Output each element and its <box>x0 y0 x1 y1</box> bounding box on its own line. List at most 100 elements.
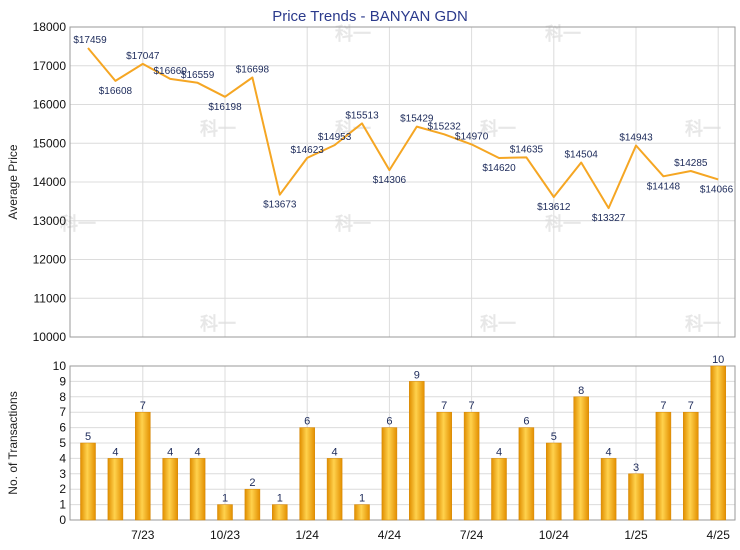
watermark-text: 科一 <box>685 313 721 334</box>
watermark-text: 科一 <box>335 23 371 44</box>
transaction-bar-labels: 5 4 7 4 4 1 2 1 6 4 1 6 9 7 7 4 6 5 8 4 3 7 7 10 <box>85 354 724 505</box>
price-y-tick-label: 12000 <box>33 253 67 267</box>
price-y-tick-label: 10000 <box>33 330 67 344</box>
transactions-y-tick-label: 8 <box>59 390 66 404</box>
price-data-label: $14285 <box>674 158 708 169</box>
price-data-label: $14066 <box>700 184 734 195</box>
transaction-bar-label: 7 <box>688 400 694 412</box>
watermark-text: 科一 <box>200 313 236 334</box>
price-y-tick-label: 17000 <box>33 59 67 73</box>
price-data-label: $16608 <box>99 86 133 97</box>
transaction-bar <box>244 488 261 521</box>
price-data-label: $13327 <box>592 213 626 224</box>
transaction-bar-label: 6 <box>523 416 529 428</box>
transactions-y-tick-label: 4 <box>59 451 66 465</box>
transaction-bar-label: 6 <box>386 416 392 428</box>
watermark-text: 科一 <box>545 213 581 234</box>
transaction-bar <box>217 504 233 521</box>
transactions-y-tick-label: 6 <box>59 421 66 435</box>
price-data-label: $13612 <box>537 202 571 213</box>
transaction-bar-label: 1 <box>359 493 365 505</box>
price-y-tick-label: 13000 <box>33 214 67 228</box>
price-data-label: $14943 <box>619 132 653 143</box>
price-data-label: $16198 <box>208 102 242 113</box>
price-data-label: $14953 <box>318 132 352 143</box>
transaction-bar-label: 7 <box>140 400 146 412</box>
transaction-bar-label: 4 <box>332 446 338 458</box>
transaction-bar <box>409 381 425 521</box>
transactions-y-tick-label: 1 <box>59 498 66 512</box>
transaction-bar-label: 5 <box>551 431 557 443</box>
price-data-label: $14306 <box>373 175 407 186</box>
transactions-y-axis-label: No. of Transactions <box>6 391 20 494</box>
price-data-label: $14635 <box>510 144 544 155</box>
transactions-y-tick-label: 5 <box>59 436 66 450</box>
transaction-bar-label: 3 <box>633 462 639 474</box>
price-data-labels: $17459 $16608 $17047 $16660$16559 $16198 $166… <box>73 35 733 224</box>
transaction-bar <box>436 411 452 521</box>
chart-title: Price Trends - BANYAN GDN <box>272 8 468 25</box>
price-data-label: $13673 <box>263 200 297 211</box>
transaction-bar-label: 4 <box>195 446 201 458</box>
transactions-y-tick-label: 2 <box>59 482 66 496</box>
price-y-ticks: 10000 11000 12000 13000 14000 15000 16000 17000… <box>33 20 67 344</box>
transaction-bar <box>600 458 617 521</box>
transaction-bar-label: 7 <box>441 400 447 412</box>
x-tick-label: 7/24 <box>460 528 484 542</box>
watermark-text: 科一 <box>480 118 516 139</box>
price-y-tick-label: 11000 <box>34 291 67 305</box>
transaction-bar <box>683 411 699 521</box>
price-series-line <box>87 47 719 210</box>
transaction-bar <box>491 458 507 521</box>
price-data-label: $16660 <box>154 66 188 77</box>
price-y-axis-label: Average Price <box>6 144 20 219</box>
price-data-label: $17459 <box>73 35 107 46</box>
x-tick-label: 1/24 <box>296 528 320 542</box>
transactions-y-tick-label: 9 <box>59 374 66 388</box>
transaction-bar-label: 8 <box>578 385 584 397</box>
price-y-tick-label: 18000 <box>33 20 67 34</box>
transaction-bar <box>107 458 124 521</box>
transaction-bar <box>573 396 589 521</box>
watermark-text: 科一 <box>200 118 236 139</box>
price-data-label: $17047 <box>126 51 160 62</box>
price-y-tick-label: 15000 <box>33 136 67 150</box>
watermark-text: 科一 <box>480 313 516 334</box>
x-tick-labels: 7/23 10/23 1/24 4/24 7/24 10/24 1/25 4/25 <box>131 528 730 542</box>
price-data-label: $14148 <box>647 181 681 192</box>
transaction-bar-label: 1 <box>222 493 228 505</box>
transaction-bar <box>655 411 672 521</box>
price-data-label: $15429 <box>400 114 434 125</box>
transactions-y-tick-label: 10 <box>53 359 67 373</box>
transaction-bar-label: 7 <box>469 400 475 412</box>
price-data-label: $14620 <box>482 163 516 174</box>
price-y-tick-label: 14000 <box>33 175 67 189</box>
transactions-plot-frame <box>69 365 736 521</box>
transaction-bar <box>135 411 151 521</box>
transaction-bar-label: 4 <box>496 446 502 458</box>
transactions-y-tick-label: 3 <box>59 467 66 481</box>
transaction-bar <box>381 427 398 521</box>
transaction-bar-label: 1 <box>277 493 283 505</box>
transactions-y-tick-label: 7 <box>59 405 66 419</box>
transaction-bar <box>299 427 315 521</box>
watermark-text: 科一 <box>335 213 371 234</box>
transaction-bar <box>80 442 96 521</box>
price-data-label: $15513 <box>345 110 379 121</box>
transaction-bar <box>326 458 343 521</box>
transaction-bar <box>463 411 480 521</box>
price-data-label: $16559 <box>181 70 215 81</box>
price-data-label: $14504 <box>565 149 599 160</box>
transaction-bar-label: 4 <box>167 446 173 458</box>
transaction-bar <box>272 504 288 521</box>
transaction-bar-label: 6 <box>304 416 310 428</box>
watermark-text: 科一 <box>60 213 96 234</box>
transactions-y-ticks: 01 23 456 78 910 <box>53 359 67 527</box>
transaction-bars <box>80 365 726 521</box>
watermark-text: 科一 <box>545 23 581 44</box>
transaction-bar <box>518 427 535 521</box>
transaction-bar-label: 2 <box>249 477 255 489</box>
transaction-bar-label: 10 <box>712 354 724 366</box>
